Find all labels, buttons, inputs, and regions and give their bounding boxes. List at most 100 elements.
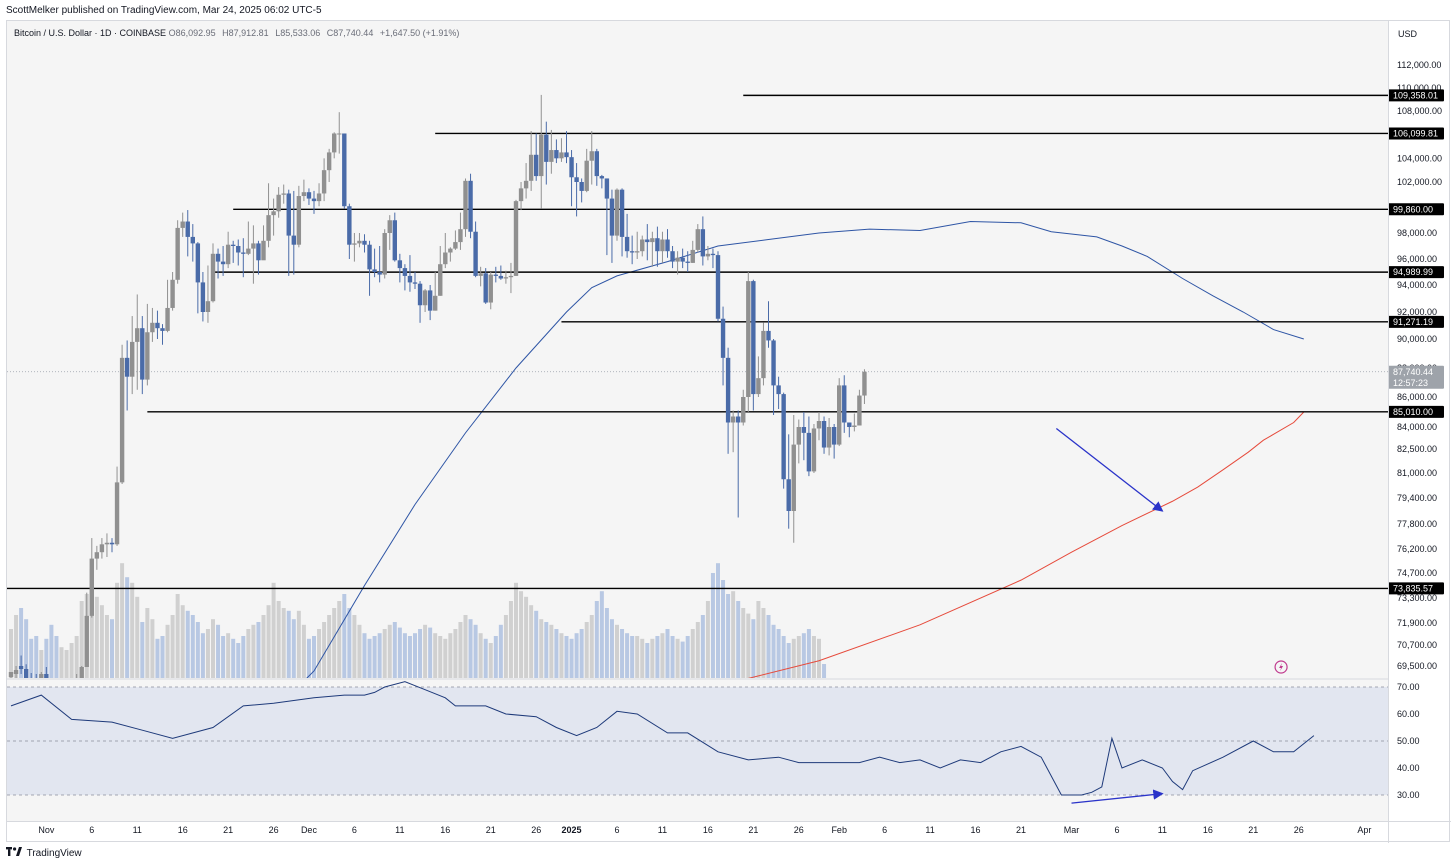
volume-bar — [710, 573, 715, 678]
rsi-line — [10, 681, 1315, 796]
candle-body — [18, 666, 24, 669]
volume-bar — [362, 633, 367, 678]
volume-bar — [640, 638, 645, 678]
close-value: 87,740.44 — [333, 28, 374, 38]
volume-bar — [125, 577, 130, 678]
time-tick-label: 2025 — [562, 825, 582, 835]
candle-body — [670, 251, 675, 262]
volume-bar — [130, 582, 135, 678]
candle-body — [109, 542, 115, 545]
candle-body — [392, 220, 397, 261]
price-tick-label: 96,000.00 — [1397, 254, 1437, 264]
volume-bar — [579, 629, 584, 678]
volume-bar — [665, 629, 670, 678]
currency-button[interactable]: USD — [1393, 26, 1443, 42]
candle-body — [488, 274, 493, 303]
time-tick-label: 11 — [133, 825, 142, 835]
volume-bar — [367, 638, 372, 678]
candle-body — [680, 257, 685, 262]
volume-bar — [443, 638, 448, 678]
volume-bar — [352, 615, 357, 678]
volume-bar — [731, 591, 736, 678]
volume-bar — [160, 636, 165, 678]
time-tick-label: 26 — [269, 825, 279, 835]
candle-body — [766, 330, 771, 341]
volume-bar — [110, 619, 114, 678]
volume-bar — [453, 629, 458, 678]
volume-bars — [9, 563, 827, 678]
candle-body — [427, 290, 433, 311]
chart-frame[interactable]: 112,000.00110,000.00108,000.00106,000.00… — [6, 20, 1451, 843]
volume-bar — [221, 636, 226, 678]
volume-bar — [34, 636, 39, 678]
volume-bar — [418, 629, 423, 678]
candle-body — [170, 279, 175, 308]
time-tick-label: 11 — [1158, 825, 1167, 835]
volume-bar — [205, 629, 210, 678]
candle-body — [518, 188, 524, 202]
volume-bar — [463, 615, 468, 678]
candle-body — [503, 277, 509, 279]
volume-bar — [589, 615, 594, 678]
volume-bar — [660, 633, 665, 678]
price-tag — [1388, 203, 1444, 216]
candle-body — [458, 229, 463, 243]
volume-bar — [609, 619, 614, 678]
volume-bar — [19, 608, 24, 678]
volume-bar — [49, 624, 54, 678]
volume-bar — [448, 633, 453, 678]
volume-bar — [281, 608, 286, 678]
volume-bar — [776, 629, 781, 678]
volume-bar — [342, 594, 347, 678]
candle-body — [190, 236, 195, 244]
volume-bar — [751, 619, 756, 678]
volume-bar — [503, 615, 508, 678]
volume-bar — [170, 615, 175, 678]
time-tick-label: 11 — [658, 825, 667, 835]
volume-bar — [675, 638, 680, 678]
volume-bar — [74, 636, 79, 678]
candle-body — [776, 385, 781, 395]
candle-body — [761, 330, 766, 379]
volume-bar — [317, 629, 322, 678]
volume-bar — [397, 627, 402, 678]
candle-body — [241, 252, 246, 254]
candle-body — [195, 243, 201, 283]
price-tick-label: 104,000.00 — [1397, 153, 1442, 163]
candle-body — [741, 397, 746, 423]
volume-bar — [312, 636, 316, 678]
chart-svg[interactable]: 112,000.00110,000.00108,000.00106,000.00… — [7, 21, 1451, 843]
price-tick-label: 102,000.00 — [1397, 177, 1442, 187]
volume-bar — [786, 643, 791, 678]
candle-body — [816, 421, 822, 429]
price-tick-label: 110,000.00 — [1397, 83, 1441, 93]
volume-bar — [29, 638, 34, 678]
ma-blue-line — [306, 221, 1304, 678]
candle-body — [508, 275, 514, 278]
candle-body — [791, 444, 796, 511]
price-axis-border — [1388, 21, 1389, 843]
time-axis-border — [7, 821, 1451, 822]
volume-bar — [685, 636, 690, 678]
candle-body — [852, 425, 857, 427]
candle-body — [326, 152, 332, 171]
volume-bar — [564, 636, 569, 678]
candle-body — [842, 385, 847, 423]
volume-bar — [9, 629, 13, 678]
time-tick-label: 16 — [703, 825, 713, 835]
annotations — [1055, 427, 1288, 804]
volume-bar — [433, 633, 438, 678]
candle-body — [655, 238, 660, 252]
time-tick-label: 21 — [748, 825, 758, 835]
candle-body — [39, 674, 44, 678]
time-tick-label: 16 — [971, 825, 981, 835]
time-tick-label: 16 — [440, 825, 450, 835]
candle-body — [215, 253, 221, 262]
volume-bar — [478, 633, 483, 678]
time-tick-label: 21 — [1248, 825, 1258, 835]
candle-body — [463, 180, 468, 230]
candle-body — [276, 194, 281, 212]
candle-body — [251, 243, 256, 249]
candle-body — [594, 151, 599, 177]
volume-bar — [690, 629, 695, 678]
